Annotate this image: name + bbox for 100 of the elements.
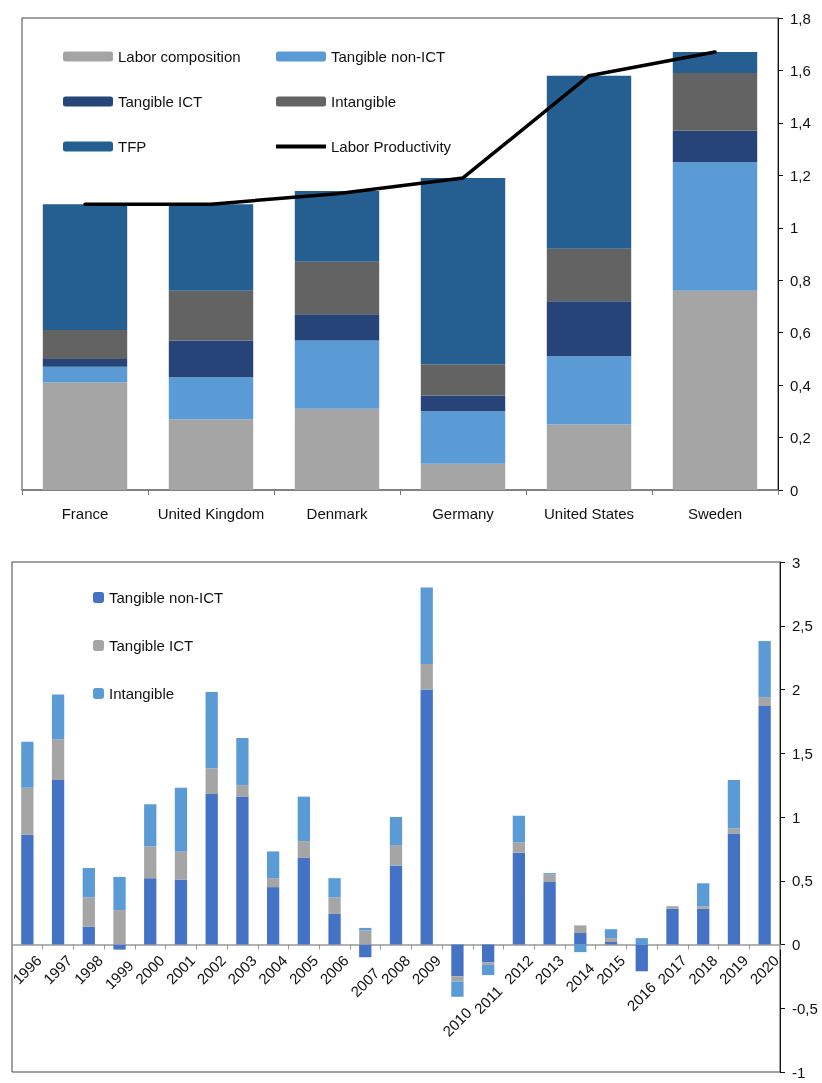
- bar: [482, 964, 495, 976]
- bar: [482, 962, 495, 965]
- bar: [389, 817, 403, 846]
- bar: [451, 981, 464, 997]
- bar: [512, 815, 526, 843]
- line-series: [83, 50, 717, 206]
- bar: [236, 737, 249, 786]
- bar: [266, 851, 280, 879]
- bar: [758, 706, 771, 945]
- bar: [297, 841, 310, 858]
- bar: [266, 878, 280, 888]
- bar: [359, 944, 372, 958]
- y-tick-label: 1,8: [790, 9, 811, 27]
- bar: [697, 906, 710, 909]
- bar: [512, 852, 526, 945]
- bar: [42, 330, 128, 359]
- bar: [420, 177, 506, 365]
- bar: [113, 944, 126, 950]
- bar: [697, 883, 710, 907]
- legend-label: Intangible: [331, 93, 397, 110]
- bar: [758, 697, 771, 707]
- bar: [574, 925, 587, 934]
- bar: [144, 846, 157, 879]
- bar: [666, 906, 679, 909]
- bar: [451, 976, 464, 982]
- bar: [297, 796, 310, 842]
- bar: [546, 248, 632, 302]
- legend-label: Labor Productivity: [331, 138, 452, 155]
- bar: [21, 834, 34, 945]
- bar: [328, 913, 341, 945]
- bar: [727, 833, 741, 945]
- bar: [294, 314, 380, 341]
- y-tick-label: 2,5: [792, 617, 813, 635]
- bar: [205, 768, 218, 795]
- y-tick-label: 0: [790, 481, 799, 499]
- bar: [672, 290, 758, 490]
- bar: [168, 204, 254, 291]
- bar: [546, 301, 632, 357]
- y-tick-label: 3: [792, 553, 801, 571]
- y-tick-label: 0,6: [790, 324, 811, 342]
- legend-label: Tangible non-ICT: [109, 589, 224, 606]
- legend-label: TFP: [118, 138, 147, 155]
- bar: [205, 794, 218, 945]
- y-tick-label: 0: [792, 936, 801, 953]
- bar: [420, 364, 506, 396]
- bar: [546, 356, 632, 425]
- bar: [42, 204, 128, 331]
- bar: [328, 878, 341, 898]
- bar: [420, 664, 433, 690]
- x-tick-label: Denmark: [306, 505, 368, 522]
- bar: [604, 929, 618, 939]
- y-tick-label: 1,6: [790, 61, 811, 79]
- bar: [672, 73, 758, 131]
- bar: [420, 395, 506, 412]
- y-tick-label: 2: [792, 681, 801, 698]
- bar: [174, 879, 188, 945]
- bar: [21, 787, 34, 835]
- bar: [42, 382, 128, 490]
- legend-label: Labor composition: [118, 48, 241, 65]
- y-tick-label: -1: [792, 1063, 806, 1081]
- bar: [389, 865, 403, 945]
- y-tick-label: 0,2: [790, 429, 811, 447]
- bar: [389, 845, 403, 866]
- bar: [82, 926, 95, 945]
- bar: [51, 739, 65, 781]
- bar: [420, 411, 506, 464]
- x-tick-label: Germany: [432, 505, 495, 522]
- bar: [420, 587, 433, 664]
- bar: [113, 876, 126, 911]
- bar: [546, 424, 632, 490]
- bar: [727, 780, 741, 829]
- bar: [294, 340, 380, 409]
- legend-label: Tangible non-ICT: [331, 48, 446, 65]
- y-tick-label: 0,5: [792, 872, 813, 890]
- bar: [294, 261, 380, 315]
- y-tick-label: 1: [792, 808, 801, 826]
- bar: [266, 887, 280, 945]
- bar: [666, 908, 679, 945]
- bar: [328, 897, 341, 914]
- bar: [174, 851, 188, 880]
- bar: [635, 944, 648, 972]
- bar: [205, 692, 218, 769]
- x-tick-label: France: [61, 505, 109, 522]
- bar: [451, 944, 464, 977]
- bar: [21, 741, 34, 788]
- bar: [512, 842, 526, 853]
- bar: [51, 694, 65, 740]
- y-tick-label: -0,5: [792, 999, 818, 1017]
- bar: [672, 52, 758, 74]
- bar: [420, 463, 506, 490]
- y-tick-label: 0,4: [790, 376, 811, 394]
- x-tick-label: United States: [543, 505, 635, 522]
- bar: [727, 828, 741, 834]
- bar: [697, 908, 710, 945]
- bar: [236, 796, 249, 945]
- bar: [168, 340, 254, 378]
- x-tick-label: United Kingdom: [157, 505, 265, 522]
- bar: [51, 780, 65, 945]
- bar: [294, 408, 380, 490]
- bar: [82, 897, 95, 927]
